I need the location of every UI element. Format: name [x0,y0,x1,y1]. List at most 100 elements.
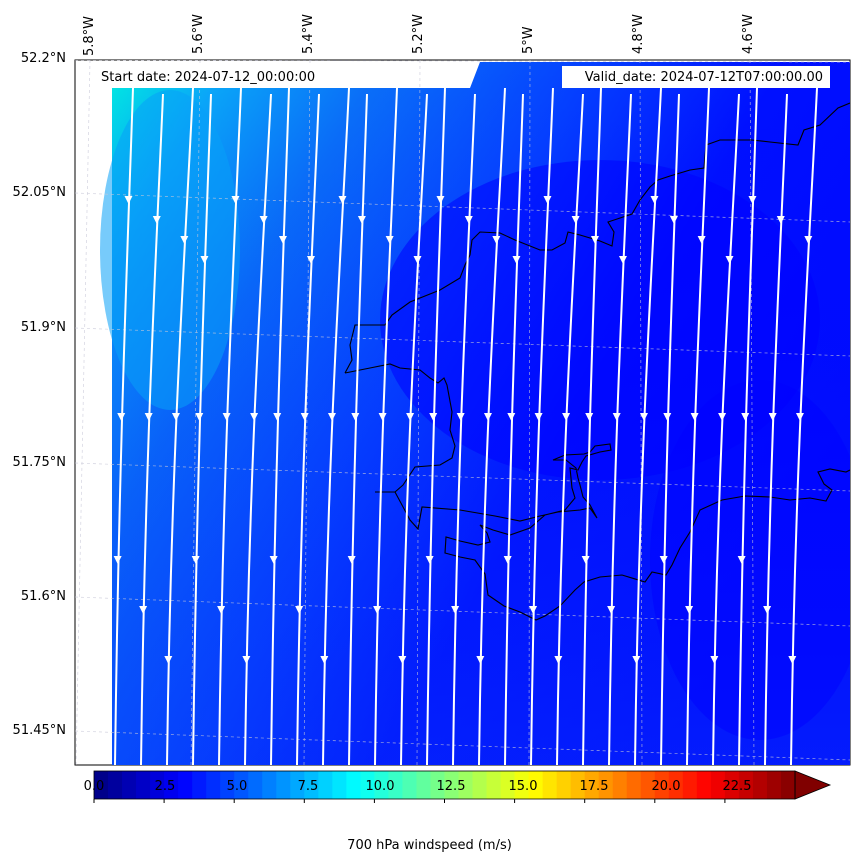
colorbar-bin [514,771,530,799]
colorbar-bin [402,771,418,799]
streamline-arrowhead [697,236,706,244]
lon-label: 5.4°W [301,13,316,54]
streamline-arrowhead [347,556,356,564]
streamline-arrowhead [164,656,173,664]
streamline-arrowhead [795,413,804,421]
streamline [348,93,368,765]
streamline [504,93,524,765]
colorbar-bin [192,771,207,799]
streamline-arrowhead [639,413,648,421]
lat-label: 51.45°N [12,723,66,738]
streamline-arrowhead [788,656,797,664]
streamline-arrowhead [804,236,813,244]
windspeed-mid-patch [100,90,240,410]
colorbar-tick-label: 17.5 [579,779,609,794]
streamline-arrowhead [278,236,287,244]
windspeed-low-patch [650,380,850,740]
colorbar-title: 700 hPa windspeed (m/s) [347,838,512,853]
streamline-arrowhead [581,556,590,564]
streamline-arrowhead [406,413,415,421]
colorbar-tick-label: 12.5 [436,779,466,794]
colorbar-bin [710,771,726,799]
streamline-arrowhead [269,556,278,564]
streamline-arrowhead [725,256,734,264]
streamline-arrowhead [503,556,512,564]
streamline [478,87,506,765]
streamline [244,93,272,765]
streamline-arrowhead [357,216,366,224]
lat-label: 51.9°N [20,320,66,335]
streamline-arrowhead [507,413,516,421]
lon-label: 4.8°W [631,13,646,54]
streamline [166,87,194,765]
streamline-arrowhead [338,196,347,204]
streamline-arrowhead [710,656,719,664]
colorbar-bin [304,771,319,799]
colorbar-bin [444,771,460,799]
colorbar-bin [360,771,375,799]
streamline-arrowhead [554,656,563,664]
streamline-arrowhead [483,413,492,421]
colorbar-tick-label: 22.5 [722,779,752,794]
streamline [322,87,350,765]
streamline-arrowhead [385,236,394,244]
colorbar-bin [150,771,165,799]
streamline [712,93,740,765]
streamline [192,93,212,765]
streamline-arrowhead [451,606,460,614]
streamline-arrowhead [117,413,126,421]
streamline-arrowhead [327,413,336,421]
streamline-arrowhead [669,216,678,224]
colorbar-bin [234,771,249,799]
streamline-arrowhead [562,413,571,421]
start-date-box [96,66,338,88]
colorbar-bin [528,771,544,799]
streamline-arrowhead [585,413,594,421]
colorbar-bin [206,771,221,799]
streamline-arrowhead [512,256,521,264]
colorbar-bin [584,771,600,799]
streamline-arrowhead [618,256,627,264]
colorbar-bin [178,771,193,799]
streamline-arrowhead [217,606,226,614]
streamline-arrowhead [398,656,407,664]
streamline-arrowhead [529,606,538,614]
streamline-arrowhead [425,556,434,564]
streamline-arrowhead [113,556,122,564]
colorbar-bin [248,771,263,799]
streamline-arrowhead [612,413,621,421]
streamline [270,87,290,765]
streamline-arrowhead [152,216,161,224]
streamline-arrowhead [429,413,438,421]
streamline-arrowhead [543,196,552,204]
streamline [452,93,476,765]
colorbar-bin [654,771,670,799]
streamline-arrowhead [320,656,329,664]
colorbar-bin [332,771,347,799]
colorbar-tick-label: 15.0 [508,779,538,794]
colorbar-bin [430,771,446,799]
streamline [790,87,818,765]
colorbar-bin [122,771,137,799]
lon-label: 5.2°W [411,13,426,54]
lon-label: 4.6°W [741,13,756,54]
lat-label: 51.6°N [20,589,66,604]
colorbar-bin [346,771,361,799]
streamline-arrowhead [748,196,757,204]
streamline-arrowhead [306,256,315,264]
streamline [140,93,164,765]
colorbar-bin [472,771,488,799]
streamline-arrowhead [632,656,641,664]
colorbar-bin [94,771,109,799]
streamline-arrowhead [737,556,746,564]
streamline-arrowhead [663,413,672,421]
streamline-arrowhead [476,656,485,664]
streamline [556,93,584,765]
streamline-arrowhead [351,413,360,421]
colorbar-bin [262,771,277,799]
streamline-arrowhead [741,413,750,421]
streamline-arrowhead [295,606,304,614]
colorbar-bin [318,771,333,799]
streamline-arrowhead [590,236,599,244]
